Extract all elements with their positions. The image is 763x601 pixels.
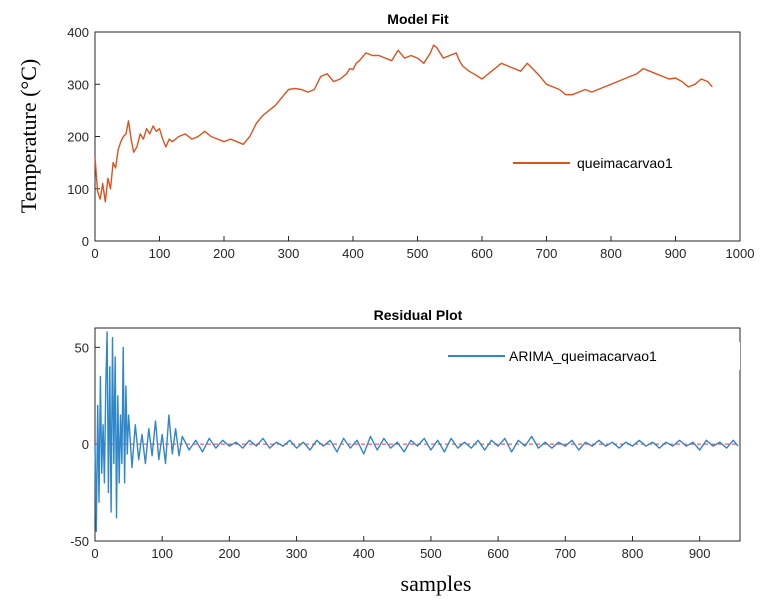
x-tick-label: 300 [286, 546, 308, 561]
y-tick-label: 200 [67, 130, 89, 145]
x-tick-label: 500 [420, 546, 442, 561]
model-fit-ticks: 0 100 200 300 400 500 600 700 800 900 1000 0 100 200 3… [67, 25, 754, 261]
residual-legend: ARIMA_queimacarvao1 [445, 342, 740, 370]
x-tick-label: 700 [554, 546, 576, 561]
model-fit-axes-frame [94, 31, 741, 242]
residual-xlabel: samples [401, 571, 472, 596]
x-tick-label: 200 [213, 246, 235, 261]
y-tick-label: 50 [75, 340, 89, 355]
x-tick-label: 900 [665, 246, 687, 261]
model-fit-legend-label: queimacarvao1 [577, 155, 673, 171]
y-tick-label: -50 [70, 534, 89, 549]
residual-chart: Residual Plot 0 100 200 300 400 500 600 700 800 9… [70, 307, 741, 596]
x-tick-label: 1000 [726, 246, 755, 261]
x-tick-label: 500 [407, 246, 429, 261]
x-tick-label: 400 [353, 546, 375, 561]
x-tick-label: 800 [622, 546, 644, 561]
series-line [94, 44, 713, 203]
model-fit-series [94, 44, 713, 203]
residual-title: Residual Plot [374, 307, 463, 323]
x-tick-label: 400 [342, 246, 364, 261]
x-tick-label: 900 [689, 546, 711, 561]
x-tick-label: 100 [151, 546, 173, 561]
y-tick-label: 0 [82, 437, 89, 452]
model-fit-legend: queimacarvao1 [513, 155, 673, 171]
x-tick-label: 200 [219, 546, 241, 561]
x-tick-label: 300 [278, 246, 300, 261]
series-line [94, 331, 739, 532]
y-tick-label: 100 [67, 182, 89, 197]
x-tick-label: 700 [536, 246, 558, 261]
x-tick-label: 0 [91, 246, 98, 261]
residual-series [94, 331, 739, 532]
x-tick-label: 600 [471, 246, 493, 261]
model-fit-title: Model Fit [387, 11, 449, 27]
model-fit-chart: Model Fit 0 100 200 300 400 500 600 700 800 900 10… [16, 11, 754, 261]
x-tick-label: 600 [487, 546, 509, 561]
model-fit-ylabel: Temperature (°C) [16, 59, 41, 213]
y-tick-label: 300 [67, 77, 89, 92]
x-tick-label: 0 [91, 546, 98, 561]
x-tick-label: 800 [600, 246, 622, 261]
residual-legend-label: ARIMA_queimacarvao1 [509, 348, 657, 364]
y-tick-label: 0 [82, 234, 89, 249]
x-tick-label: 100 [149, 246, 171, 261]
y-tick-label: 400 [67, 25, 89, 40]
